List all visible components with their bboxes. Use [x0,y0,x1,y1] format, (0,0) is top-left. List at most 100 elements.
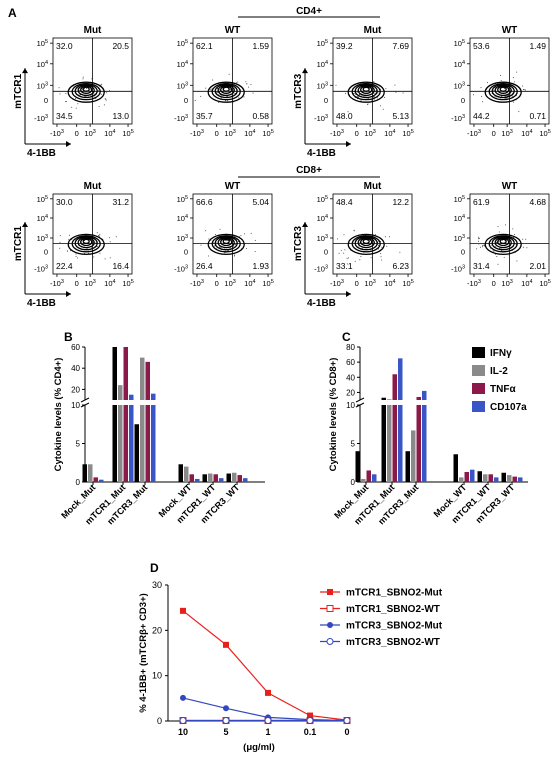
y-tick-exponent: 3 [185,234,188,240]
bar-upper-segment [129,394,134,400]
density-contour [347,81,385,103]
event-dot [504,224,506,226]
bar [219,478,224,482]
y-tick-label: 60 [346,358,355,367]
panel-letter-d: D [150,561,159,575]
x-tick-label: 0 [344,727,349,737]
y-tick-label: 0 [76,478,81,487]
y-tick-label: 105 [37,39,48,48]
event-dot [208,238,210,240]
x-tick-label: 0 [492,279,496,288]
event-dot [511,95,513,97]
event-dot [246,83,248,85]
density-contour [491,236,515,251]
bar-lower-segment [123,405,128,482]
x-tick-exponent: 4 [253,129,256,135]
quadrant-bottom-left-percent: 22.4 [56,261,73,271]
x-tick-label: 0.1 [304,727,317,737]
y-tick-exponent: 3 [185,114,188,120]
density-contour [77,84,95,97]
event-dot [109,237,111,239]
event-dot [380,256,382,258]
y-tick-label: 0 [324,248,328,257]
x-tick-label: 105 [122,129,133,138]
legend-swatch [472,365,485,376]
y-tick-label: 0 [157,716,162,726]
event-dot [380,253,382,254]
density-contour [354,83,378,99]
y-tick-exponent: 5 [185,39,188,45]
event-dot [373,96,375,98]
data-point [306,717,314,725]
event-dot [254,239,256,241]
event-dot [244,233,246,235]
y-tick-label: 104 [177,60,188,69]
density-contour [82,238,90,245]
density-contour [211,82,241,101]
event-dot [234,92,236,94]
y-tick-label: -103 [451,264,465,273]
event-dot [234,254,236,256]
x-tick-label: 104 [521,129,532,138]
bar [184,466,189,482]
event-dot [481,244,483,246]
event-dot [91,78,93,80]
event-dot [473,94,474,96]
y-tick-label: 10 [71,401,80,410]
y-tick-label: 0 [44,248,48,257]
event-dot [354,260,356,262]
bar [494,477,499,482]
bar-upper-segment [145,361,150,400]
event-dot [478,240,479,242]
y-tick-label: 40 [346,373,355,382]
event-dot [237,81,239,83]
event-dot [219,228,221,230]
legend-label: mTCR3_SBNO2-Mut [346,621,443,632]
y-tick-exponent: 3 [45,81,48,87]
bar [237,475,242,482]
x-arrow-head [346,141,351,147]
y-tick-label: 104 [454,60,465,69]
x-tick-label: -103 [467,279,481,288]
flow-plot-title: WT [225,25,241,36]
y-tick-label: 0 [184,96,188,105]
y-tick-label: 0 [44,96,48,105]
y-tick-label: 105 [454,195,465,204]
event-dot [75,107,77,109]
quadrant-top-left-percent: 30.0 [56,197,73,207]
legend-label: IL-2 [490,366,508,377]
event-dot [243,96,245,98]
data-point [180,607,186,614]
density-contour [354,236,378,251]
bar [405,451,410,482]
event-dot [219,89,221,91]
x-tick-label: 103 [501,279,512,288]
density-contour [67,233,105,256]
x-tick-label: -103 [190,279,204,288]
y-tick-exponent: 5 [45,195,48,201]
event-dot [501,250,503,252]
quadrant-top-left-percent: 48.4 [336,197,353,207]
panel-letter-a: A [8,6,17,20]
flow-plot-title: Mut [84,25,102,36]
data-point [179,717,187,725]
legend-label: CD107a [490,402,527,413]
y-tick-label: 20 [152,625,162,635]
bar-upper-segment [118,385,123,400]
bar [93,477,98,482]
event-dot [500,74,501,76]
event-dot [59,93,61,95]
density-contour [362,238,370,245]
event-dot [77,257,79,259]
x-tick-label: 104 [521,279,532,288]
bar-upper-segment [151,393,156,400]
event-dot [58,87,60,89]
x-tick-exponent: 3 [61,129,64,135]
legend-label: IFNγ [490,348,512,359]
quadrant-bottom-left-percent: 34.5 [56,111,73,121]
line-x-axis-label: (μg/ml) [243,742,275,753]
x-tick-exponent: 4 [393,129,396,135]
x-tick-label: 0 [355,129,359,138]
event-dot [88,252,90,254]
